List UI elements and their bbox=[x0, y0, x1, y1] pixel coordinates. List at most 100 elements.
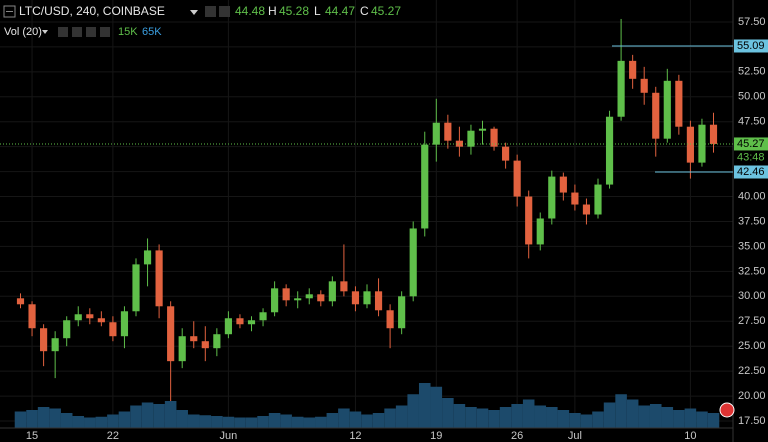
readout-value: 45.28 bbox=[279, 4, 309, 18]
volume-bar bbox=[187, 414, 200, 428]
candle-body bbox=[16, 298, 25, 305]
candle-body bbox=[571, 192, 579, 205]
volume-bar bbox=[176, 410, 188, 428]
volume-bar bbox=[280, 414, 292, 428]
volume-bar bbox=[164, 401, 177, 428]
readout-value: 44.47 bbox=[325, 4, 355, 18]
candle-body bbox=[386, 310, 394, 329]
x-tick-label: 15 bbox=[26, 430, 38, 442]
candle-body bbox=[709, 124, 718, 144]
icon[interactable] bbox=[72, 27, 82, 37]
volume-bar bbox=[199, 415, 212, 428]
icon[interactable] bbox=[100, 27, 110, 37]
y-tick-label: 37.50 bbox=[738, 215, 766, 227]
volume-bar bbox=[245, 417, 258, 428]
candle-body bbox=[698, 124, 706, 163]
x-tick-label: 12 bbox=[349, 430, 361, 442]
candle-body bbox=[305, 294, 313, 299]
dropdown-arrow[interactable] bbox=[190, 10, 198, 15]
collapse-icon[interactable] bbox=[3, 5, 16, 18]
candle-body bbox=[351, 291, 360, 305]
volume-bar bbox=[384, 408, 396, 428]
volume-title[interactable]: Vol (20) bbox=[4, 26, 42, 38]
volume-bar bbox=[673, 410, 685, 428]
volume-bar bbox=[14, 411, 27, 428]
icon[interactable] bbox=[58, 27, 68, 37]
candle-body bbox=[559, 176, 567, 193]
y-tick-label: 57.50 bbox=[738, 16, 766, 28]
candle-body bbox=[605, 116, 614, 185]
settings-icon[interactable] bbox=[205, 6, 216, 17]
candle-body bbox=[398, 296, 406, 329]
candle-body bbox=[652, 92, 660, 139]
candle-body bbox=[328, 281, 336, 302]
volume-bar bbox=[315, 416, 327, 428]
volume-bar bbox=[511, 404, 523, 428]
volume-bar bbox=[118, 411, 131, 428]
candle-body bbox=[213, 334, 221, 349]
level-label: 55.09 bbox=[737, 40, 765, 52]
volume-bar bbox=[476, 408, 489, 428]
volume-bar bbox=[453, 404, 466, 428]
volume-bar bbox=[696, 411, 708, 428]
candle-body bbox=[513, 160, 521, 197]
readout-value: 45.27 bbox=[371, 4, 401, 18]
candle-body bbox=[28, 304, 36, 329]
open-value: 44.48 bbox=[235, 4, 265, 18]
volume-bar bbox=[407, 394, 419, 428]
candle-body bbox=[224, 318, 232, 335]
close-icon[interactable] bbox=[219, 6, 230, 17]
volume-bar bbox=[488, 410, 500, 428]
candle-body bbox=[178, 336, 186, 362]
candle-layer bbox=[16, 18, 718, 402]
x-tick-label: 19 bbox=[430, 430, 442, 442]
volume-bar bbox=[395, 405, 408, 428]
x-tick-label: Jun bbox=[220, 430, 238, 442]
candle-body bbox=[363, 291, 371, 305]
volume-layer bbox=[14, 383, 720, 428]
candle-body bbox=[282, 288, 290, 301]
volume-bar bbox=[268, 413, 281, 428]
candle-body bbox=[432, 122, 440, 145]
candle-body bbox=[686, 126, 694, 163]
volume-bar bbox=[638, 405, 650, 428]
candle-body bbox=[51, 338, 59, 352]
volume-bar bbox=[107, 414, 119, 428]
y-tick-label: 35.00 bbox=[738, 240, 766, 252]
volume-bar bbox=[234, 417, 246, 428]
candle-body bbox=[97, 318, 105, 323]
volume-bar bbox=[361, 414, 373, 428]
y-tick-label: 32.50 bbox=[738, 265, 766, 277]
volume-bar bbox=[430, 386, 443, 428]
volume-bar bbox=[603, 402, 616, 428]
volume-bar bbox=[72, 416, 85, 428]
level-label-box bbox=[734, 165, 768, 179]
volume-bar bbox=[661, 407, 674, 428]
last-price-box bbox=[734, 137, 768, 151]
icon[interactable] bbox=[86, 27, 96, 37]
candle-body bbox=[536, 218, 544, 245]
candle-body bbox=[548, 176, 556, 219]
candle-body bbox=[502, 146, 510, 161]
candle-body bbox=[421, 144, 429, 229]
volume-bar bbox=[615, 394, 627, 428]
candle-body bbox=[317, 294, 325, 302]
candle-body bbox=[340, 281, 348, 292]
readout-label: C bbox=[360, 4, 369, 18]
dropdown-arrow[interactable] bbox=[42, 30, 48, 34]
volume-bar bbox=[257, 416, 269, 428]
volume-bar bbox=[592, 411, 604, 428]
candle-body bbox=[478, 128, 487, 131]
volume-bar bbox=[499, 407, 512, 428]
flag-icon[interactable] bbox=[719, 402, 735, 418]
candle-body bbox=[109, 322, 117, 337]
volume-bar bbox=[372, 413, 385, 428]
candle-body bbox=[155, 250, 163, 307]
volume-bar bbox=[684, 408, 697, 428]
candle-body bbox=[247, 320, 256, 325]
y-tick-label: 40.00 bbox=[738, 190, 766, 202]
countdown-box bbox=[734, 150, 768, 164]
last-price-label: 45.27 bbox=[737, 138, 765, 150]
symbol-title[interactable]: LTC/USD, 240, COINBASE bbox=[19, 4, 165, 18]
